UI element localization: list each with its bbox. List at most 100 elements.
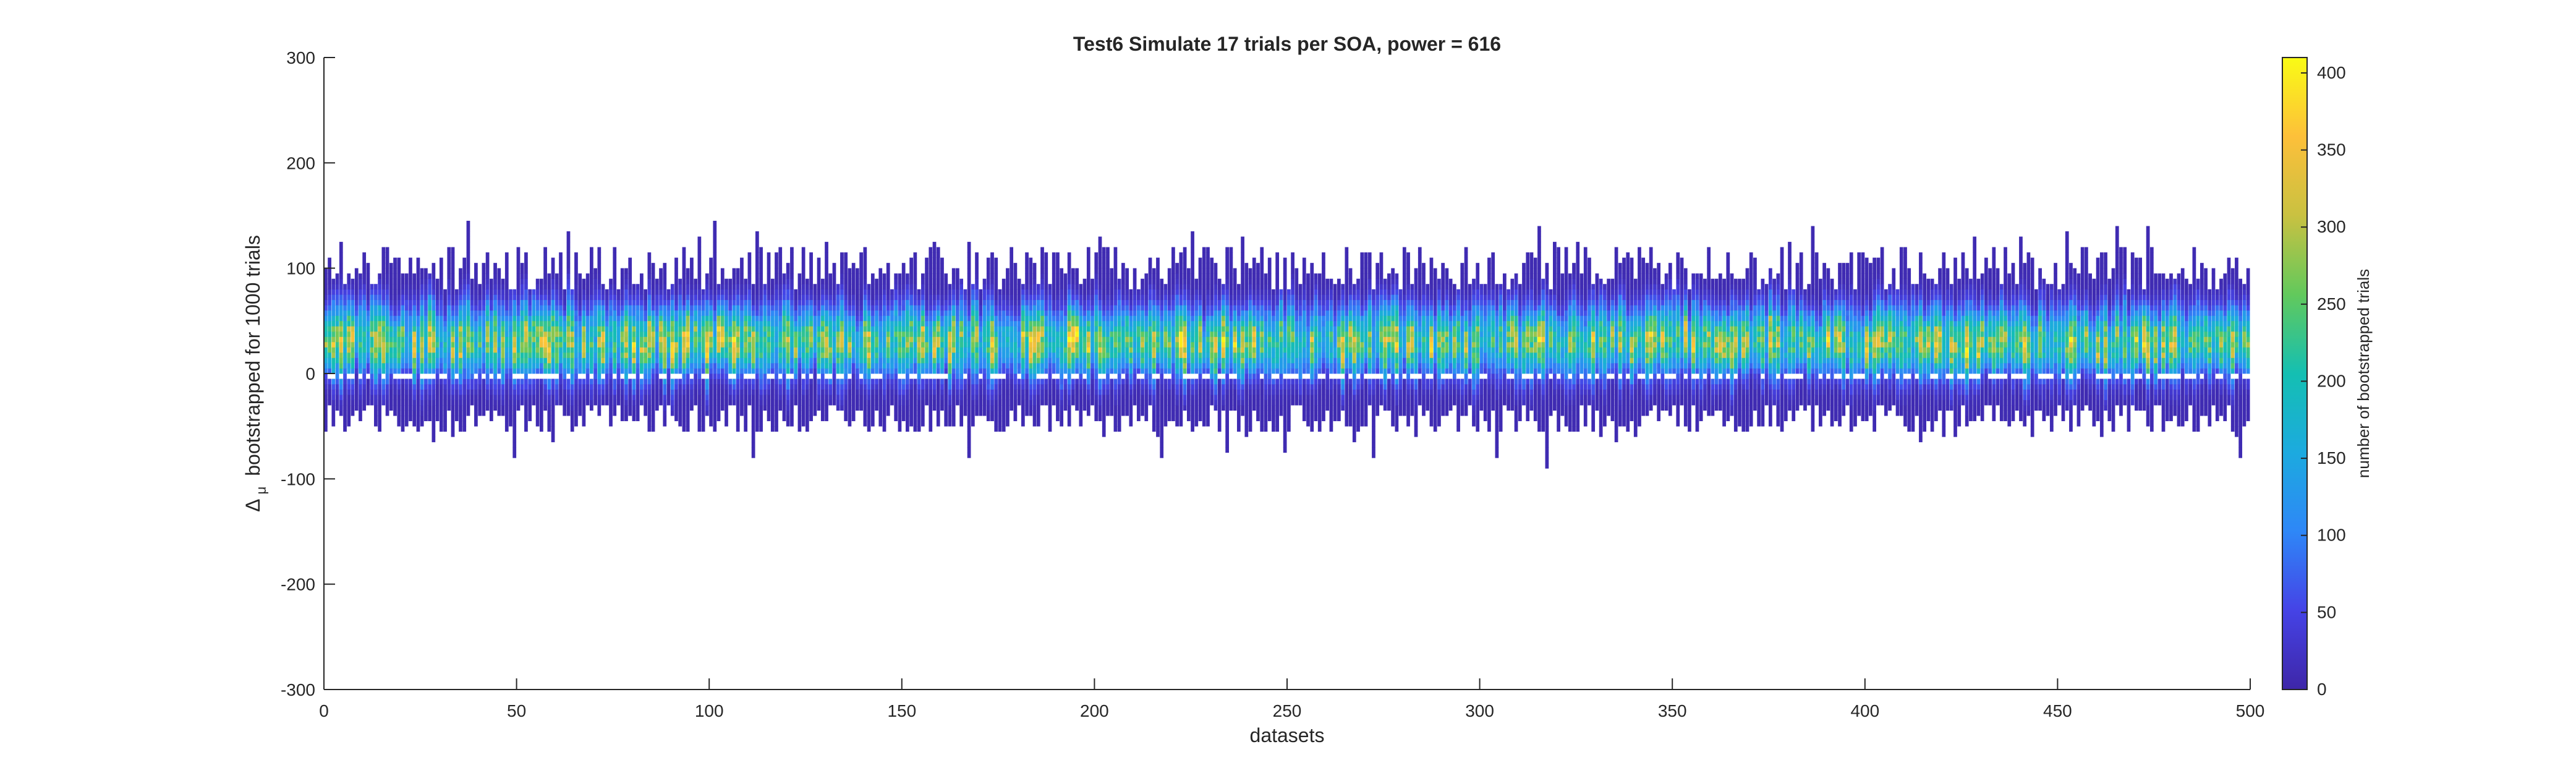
heatmap-cell: [832, 336, 836, 343]
heatmap-cell: [878, 278, 883, 284]
heatmap-cell: [682, 416, 686, 422]
heatmap-cell: [936, 310, 940, 316]
heatmap-cell: [732, 347, 736, 353]
heatmap-cell: [898, 299, 902, 305]
heatmap-cell: [497, 389, 501, 395]
heatmap-cell: [393, 368, 397, 374]
heatmap-cell: [628, 263, 632, 269]
dataset-column: [497, 268, 501, 416]
heatmap-cell: [543, 247, 547, 253]
heatmap-cell: [775, 352, 778, 358]
heatmap-cell: [925, 273, 929, 280]
heatmap-cell: [732, 399, 736, 406]
heatmap-cell: [782, 352, 786, 358]
heatmap-cell: [439, 278, 443, 284]
heatmap-cell: [462, 395, 467, 400]
heatmap-cell: [370, 357, 374, 364]
heatmap-cell: [856, 352, 859, 358]
heatmap-cell: [836, 378, 840, 385]
heatmap-cell: [813, 374, 817, 379]
heatmap-cell: [655, 368, 659, 374]
heatmap-cell: [462, 347, 467, 353]
heatmap-cell: [597, 384, 601, 390]
heatmap-cell: [462, 289, 467, 295]
heatmap-cell: [485, 284, 490, 290]
heatmap-cell: [967, 374, 971, 379]
heatmap-cell: [705, 336, 709, 343]
heatmap-cell: [859, 289, 863, 295]
heatmap-cell: [709, 289, 713, 295]
heatmap-cell: [374, 284, 378, 290]
heatmap-cell: [524, 410, 528, 416]
heatmap-cell: [551, 352, 555, 358]
heatmap-cell: [920, 389, 925, 395]
heatmap-cell: [705, 320, 709, 327]
heatmap-cell: [474, 341, 478, 348]
heatmap-cell: [431, 278, 436, 284]
heatmap-cell: [736, 320, 740, 327]
heatmap-cell: [551, 357, 555, 364]
heatmap-cell: [559, 252, 563, 258]
heatmap-cell: [709, 284, 713, 290]
heatmap-cell: [801, 352, 806, 358]
heatmap-cell: [651, 336, 655, 343]
heatmap-cell: [951, 405, 956, 411]
heatmap-cell: [801, 252, 806, 258]
heatmap-cell: [462, 320, 467, 327]
heatmap-cell: [936, 384, 940, 390]
heatmap-cell: [844, 326, 848, 332]
heatmap-cell: [786, 378, 790, 385]
dataset-column: [674, 257, 678, 422]
heatmap-cell: [624, 384, 628, 390]
heatmap-cell: [601, 399, 605, 406]
heatmap-cell: [474, 320, 478, 327]
heatmap-cell: [489, 289, 493, 295]
heatmap-cell: [898, 357, 902, 364]
heatmap-cell: [920, 352, 925, 358]
heatmap-cell: [585, 289, 590, 295]
heatmap-cell: [670, 352, 674, 358]
heatmap-cell: [635, 305, 640, 311]
heatmap-cell: [497, 320, 501, 327]
heatmap-cell: [454, 347, 459, 353]
heatmap-cell: [836, 336, 840, 343]
heatmap-cell: [616, 352, 621, 358]
heatmap-cell: [582, 336, 586, 343]
heatmap-cell: [870, 357, 875, 364]
heatmap-cell: [593, 336, 597, 343]
heatmap-cell: [778, 331, 783, 337]
heatmap-cell: [744, 352, 748, 358]
heatmap-cell: [528, 384, 532, 390]
heatmap-cell: [354, 289, 359, 295]
heatmap-cell: [701, 357, 705, 364]
heatmap-cell: [840, 263, 844, 269]
heatmap-cell: [454, 331, 459, 337]
heatmap-cell: [670, 331, 674, 337]
heatmap-cell: [686, 310, 690, 316]
heatmap-cell: [751, 437, 755, 443]
heatmap-cell: [898, 294, 902, 301]
heatmap-cell: [551, 331, 555, 337]
heatmap-cell: [635, 405, 640, 411]
heatmap-cell: [485, 368, 490, 374]
heatmap-cell: [678, 347, 682, 353]
dataset-column: [901, 263, 906, 422]
heatmap-cell: [439, 421, 443, 427]
heatmap-cell: [844, 263, 848, 269]
dataset-column: [620, 268, 624, 422]
heatmap-cell: [516, 378, 521, 385]
heatmap-cell: [956, 362, 959, 369]
heatmap-cell: [932, 294, 937, 301]
heatmap-cell: [497, 294, 501, 301]
heatmap-cell: [428, 410, 431, 416]
heatmap-cell: [459, 357, 462, 364]
heatmap-cell: [324, 284, 328, 290]
heatmap-cell: [439, 284, 443, 290]
heatmap-cell: [547, 278, 551, 284]
heatmap-cell: [504, 331, 509, 337]
heatmap-cell: [740, 336, 744, 343]
heatmap-cell: [917, 299, 921, 305]
heatmap-cell: [620, 395, 624, 400]
heatmap-cell: [740, 284, 744, 290]
heatmap-cell: [528, 294, 532, 301]
